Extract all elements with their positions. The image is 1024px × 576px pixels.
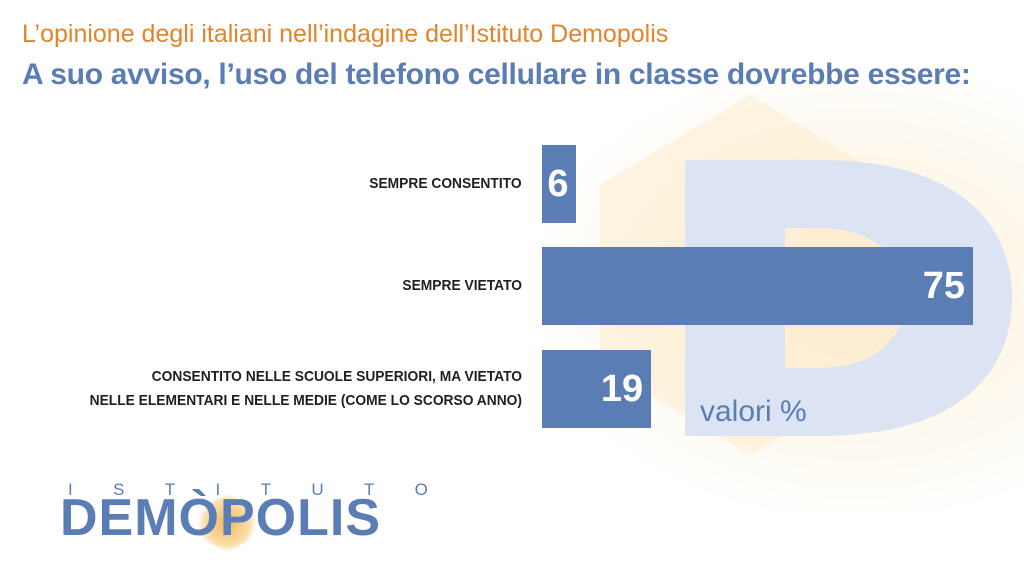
bar-value-label: 6 — [547, 163, 569, 205]
logo-main-text: DEMÒPOLIS — [60, 489, 382, 547]
category-label-line: SEMPRE CONSENTITO — [369, 175, 522, 192]
category-label-line: SEMPRE VIETATO — [402, 277, 522, 294]
logo-top-letter: T — [164, 480, 176, 499]
bar: 19 — [542, 350, 652, 428]
logo-top-letter: T — [260, 480, 271, 499]
subtitle: L’opinione degli italiani nell’indagine … — [22, 20, 669, 48]
logo-top-letter: I — [215, 480, 221, 499]
logo-top-letter: O — [414, 480, 428, 499]
logo-top-letter: T — [363, 480, 375, 499]
logo-top-letter: U — [311, 480, 324, 499]
unit-label: valori % — [700, 395, 807, 428]
bar-value-label: 19 — [600, 368, 644, 410]
bar-value-label: 75 — [922, 265, 965, 307]
category-label: SEMPRE VIETATO — [402, 274, 522, 298]
chart-title: A suo avviso, l’uso del telefono cellula… — [22, 58, 971, 91]
category-label-line: NELLE ELEMENTARI E NELLE MEDIE (COME LO … — [89, 392, 522, 409]
logo-top-letter: I — [68, 480, 73, 499]
category-label: CONSENTITO NELLE SCUOLE SUPERIORI, MA VI… — [90, 365, 522, 413]
category-label-line: CONSENTITO NELLE SCUOLE SUPERIORI, MA VI… — [151, 368, 522, 385]
bar: 75 — [542, 247, 973, 325]
demopolis-logo: I S T I T U T O DEMÒPOLIS — [60, 478, 430, 560]
category-label: SEMPRE CONSENTITO — [370, 172, 522, 196]
logo-top-letter: S — [113, 480, 125, 499]
bar: 6 — [542, 145, 577, 223]
